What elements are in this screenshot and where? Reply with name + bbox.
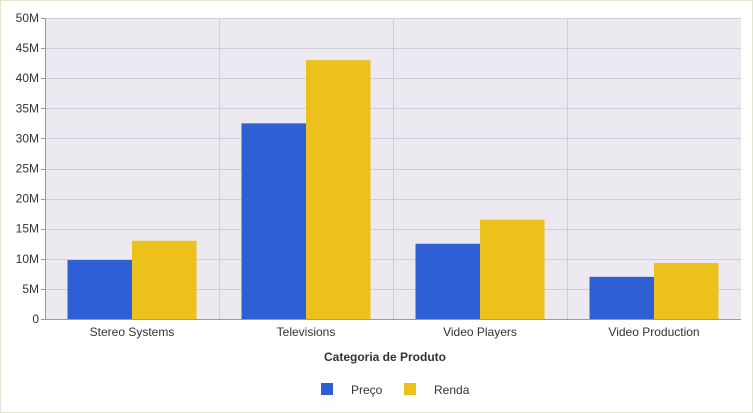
bar-preço-stereo-systems[interactable] bbox=[67, 260, 133, 319]
legend-label-renda: Renda bbox=[434, 383, 470, 397]
x-tick-label: Video Players bbox=[443, 325, 517, 339]
legend-swatch-preço bbox=[321, 383, 333, 395]
bar-renda-video-players[interactable] bbox=[480, 219, 545, 319]
bar-preço-televisions[interactable] bbox=[241, 123, 307, 319]
y-tick-label: 30M bbox=[16, 131, 39, 145]
y-tick-label: 50M bbox=[16, 11, 39, 25]
x-tick-label: Televisions bbox=[277, 325, 336, 339]
gridlines bbox=[45, 18, 741, 319]
legend-swatch-renda bbox=[404, 383, 416, 395]
x-tick-label: Stereo Systems bbox=[90, 325, 175, 339]
bar-preço-video-players[interactable] bbox=[415, 243, 481, 319]
y-tick-label: 45M bbox=[16, 41, 39, 55]
legend-label-preço: Preço bbox=[351, 383, 383, 397]
bar-renda-video-production[interactable] bbox=[654, 263, 719, 319]
bar-renda-televisions[interactable] bbox=[306, 60, 371, 319]
x-tick-label: Video Production bbox=[608, 325, 699, 339]
axes bbox=[41, 18, 741, 320]
y-tick-label: 40M bbox=[16, 71, 39, 85]
y-tick-label: 25M bbox=[16, 162, 39, 176]
y-tick-labels: 0 5M 10M 15M 20M 25M 30M 35M 40M 45M 50M bbox=[16, 11, 40, 326]
x-axis-title: Categoria de Produto bbox=[324, 350, 446, 364]
legend: Preço Renda bbox=[321, 383, 470, 397]
bars bbox=[67, 60, 719, 319]
bar-renda-stereo-systems[interactable] bbox=[132, 240, 197, 319]
y-tick-label: 35M bbox=[16, 101, 39, 115]
bar-preço-video-production[interactable] bbox=[589, 276, 655, 319]
y-tick-label: 15M bbox=[16, 222, 39, 236]
x-tick-labels: Stereo Systems Televisions Video Players Vi… bbox=[90, 325, 700, 339]
y-tick-label: 5M bbox=[22, 282, 39, 296]
y-tick-label: 10M bbox=[16, 252, 39, 266]
y-tick-label: 20M bbox=[16, 192, 39, 206]
y-tick-label: 0 bbox=[32, 312, 39, 326]
